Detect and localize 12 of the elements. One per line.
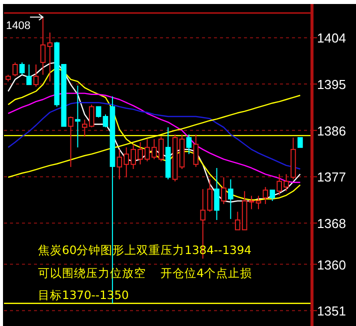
line-series — [8, 102, 301, 170]
candlestick — [228, 178, 234, 220]
candlestick — [75, 85, 80, 148]
candlestick — [214, 167, 220, 220]
y-tick-label: 1404 — [317, 30, 346, 46]
y-tick-label: 1377 — [317, 170, 346, 185]
y-tick-label: 1351 — [317, 304, 346, 319]
annotation: 1408 — [6, 20, 30, 32]
y-tick-label: 1368 — [317, 216, 346, 232]
y-tick-label: 1360 — [317, 257, 346, 272]
y-tick-label: 1395 — [317, 77, 346, 92]
y-tick-label: 1386 — [317, 123, 346, 138]
